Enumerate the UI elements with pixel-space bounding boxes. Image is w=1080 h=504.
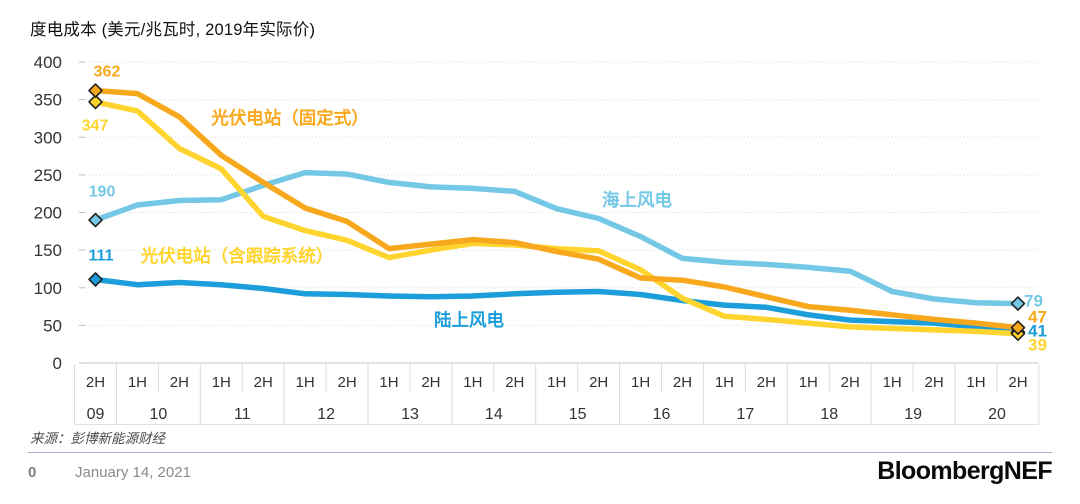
series-start-marker-offshore-wind — [88, 212, 103, 228]
series-name-label-pv-fixed: 光伏电站（固定式） — [210, 108, 369, 128]
lcoe-line-chart: 400 350 300 250 200 150 100 50 0 2H 1H 2H 1H 2H 1H 2H 1H… — [34, 53, 1047, 425]
x-year-label: 10 — [149, 406, 167, 423]
series-line-offshore-wind — [92, 169, 1021, 307]
x-half-label: 2H — [505, 374, 524, 391]
x-half-label: 1H — [128, 374, 147, 391]
x-half-label: 2H — [1008, 374, 1027, 391]
y-tick-label-150: 150 — [34, 241, 62, 260]
series-name-label-offshore-wind: 海上风电 — [602, 190, 672, 210]
series-start-marker-pv-tracking — [88, 94, 103, 110]
x-half-label: 1H — [966, 374, 985, 391]
x-year-label: 14 — [485, 406, 503, 423]
footer-page-number: 0 — [28, 464, 37, 481]
series-name-label-onshore-wind: 陆上风电 — [434, 310, 504, 330]
series-end-marker-pv-fixed — [1010, 320, 1026, 335]
x-year-label: 18 — [820, 406, 838, 423]
y-tick-label-400: 400 — [34, 53, 62, 72]
x-year-label: 20 — [988, 406, 1006, 423]
x-half-label: 1H — [379, 374, 398, 391]
series-line-pv-tracking — [92, 99, 1021, 337]
x-half-label: 2H — [421, 374, 440, 391]
x-half-label: 1H — [631, 374, 650, 391]
end-value-label-onshore-wind: 41 — [1028, 322, 1047, 341]
x-year-label: 17 — [737, 406, 755, 423]
start-value-label-pv-tracking: 347 — [82, 118, 109, 135]
y-tick-label-250: 250 — [34, 166, 62, 185]
x-half-label: 1H — [547, 374, 566, 391]
x-half-label: 2H — [337, 374, 356, 391]
x-year-label: 16 — [653, 406, 671, 423]
x-half-label: 2H — [254, 374, 273, 391]
end-value-label-offshore-wind: 79 — [1024, 292, 1043, 311]
series-name-label-pv-tracking: 光伏电站（含跟踪系统） — [140, 246, 334, 266]
x-half-label: 1H — [296, 374, 315, 391]
end-value-label-pv-fixed: 47 — [1028, 308, 1047, 327]
x-half-label: 1H — [799, 374, 818, 391]
x-half-label: 2H — [170, 374, 189, 391]
x-half-label: 2H — [589, 374, 608, 391]
x-half-label: 2H — [757, 374, 776, 391]
chart-title: 度电成本 (美元/兆瓦时, 2019年实际价) — [30, 21, 316, 39]
x-half-label: 2H — [673, 374, 692, 391]
y-tick-label-0: 0 — [53, 354, 62, 373]
y-tick-label-50: 50 — [43, 316, 62, 335]
x-half-label: 2H — [925, 374, 944, 391]
x-half-label: 1H — [715, 374, 734, 391]
x-half-label: 2H — [86, 374, 105, 391]
series-start-marker-onshore-wind — [88, 272, 103, 287]
y-tick-label-200: 200 — [34, 204, 62, 223]
y-tick-label-300: 300 — [34, 128, 62, 147]
y-tick-label-350: 350 — [34, 91, 62, 110]
x-half-label: 1H — [212, 374, 231, 391]
x-year-label: 11 — [234, 406, 251, 423]
series-end-marker-offshore-wind — [1010, 296, 1026, 311]
y-tick-label-100: 100 — [34, 279, 62, 298]
x-half-label: 1H — [883, 374, 902, 391]
x-year-label: 09 — [87, 406, 105, 423]
bloombergnef-logo: BloombergNEF — [877, 457, 1052, 485]
x-half-label: 2H — [841, 374, 860, 391]
start-value-label-pv-fixed: 362 — [94, 64, 121, 81]
footer-divider — [28, 452, 1052, 453]
x-half-label: 1H — [463, 374, 482, 391]
source-note: 来源：彭博新能源财经 — [30, 431, 165, 446]
x-year-label: 13 — [401, 406, 419, 423]
series-line-onshore-wind — [92, 276, 1021, 335]
x-year-label: 12 — [317, 406, 335, 423]
x-year-label: 15 — [569, 406, 587, 423]
series-start-marker-pv-fixed — [88, 83, 103, 98]
end-value-label-pv-tracking: 39 — [1028, 336, 1047, 355]
x-year-label: 19 — [904, 406, 922, 423]
footer-date: January 14, 2021 — [75, 464, 191, 481]
series-line-pv-fixed — [92, 87, 1021, 331]
start-value-label-offshore-wind: 190 — [89, 184, 116, 201]
start-value-label-onshore-wind: 111 — [89, 248, 114, 265]
